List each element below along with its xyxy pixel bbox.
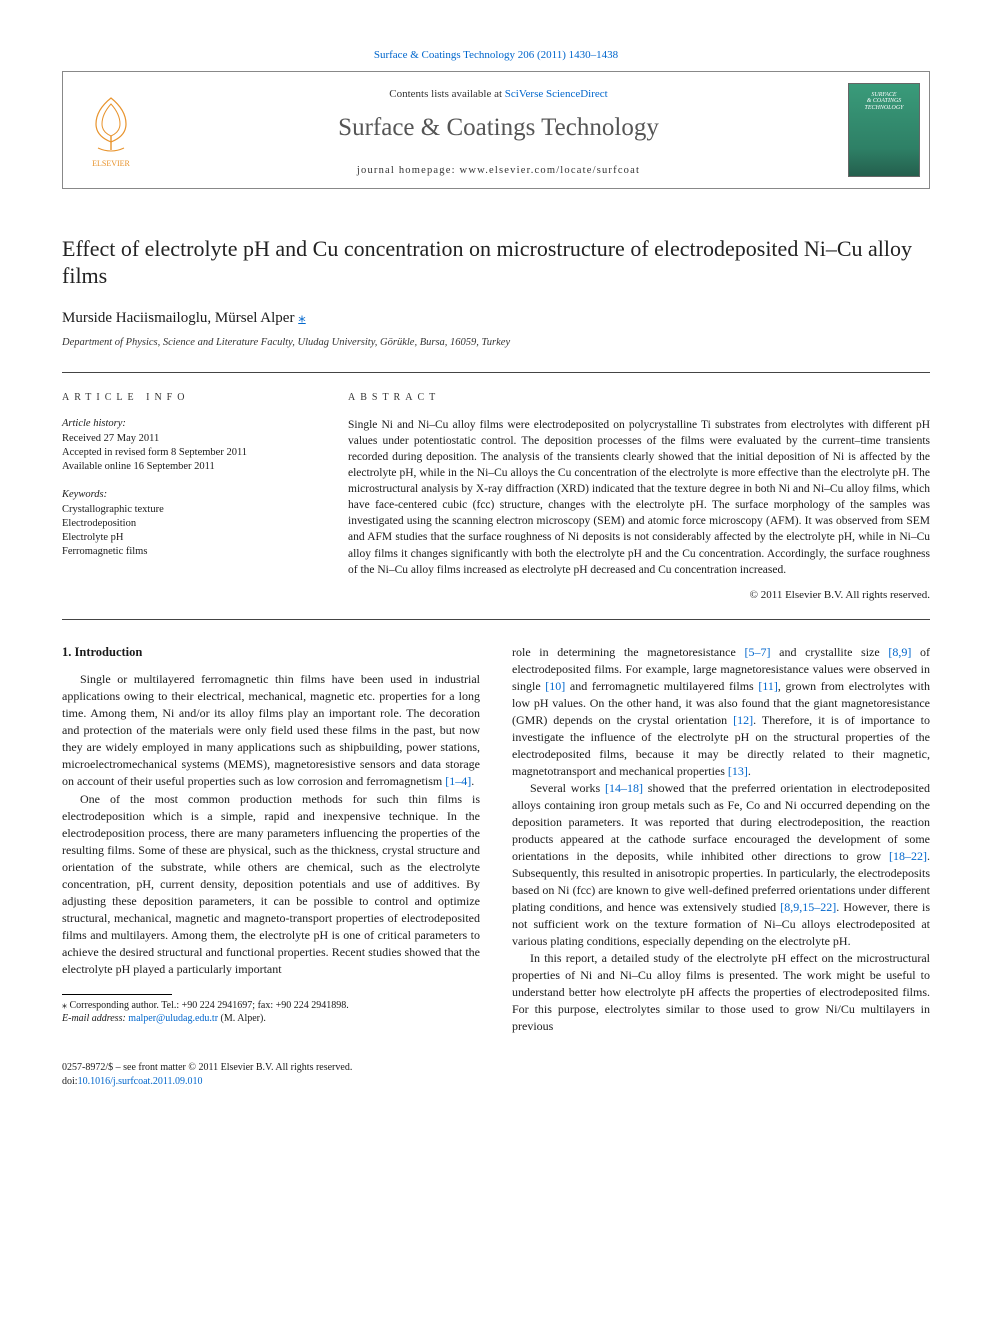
body-p3d: and ferromagnetic multilayered films	[565, 679, 758, 693]
journal-header-center: Contents lists available at SciVerse Sci…	[158, 72, 839, 188]
corresponding-author-mark[interactable]: ⁎	[298, 310, 306, 326]
doi-label: doi:	[62, 1076, 78, 1087]
author-list: Murside Haciismailoglu, Mürsel Alper ⁎	[62, 308, 930, 328]
footnote-email-link[interactable]: malper@uludag.edu.tr	[128, 1013, 218, 1024]
abstract-copyright: © 2011 Elsevier B.V. All rights reserved…	[348, 588, 930, 603]
article-meta-row: ARTICLE INFO Article history: Received 2…	[62, 372, 930, 602]
citation-11[interactable]: [11]	[758, 679, 778, 693]
keyword-1: Crystallographic texture	[62, 503, 312, 517]
cover-line-2: & COATINGS	[867, 98, 902, 105]
keyword-4: Ferromagnetic films	[62, 545, 312, 559]
citation-13[interactable]: [13]	[728, 764, 748, 778]
footnote-email-label: E-mail address:	[62, 1013, 128, 1024]
body-p1b: .	[471, 774, 474, 788]
svg-text:ELSEVIER: ELSEVIER	[92, 159, 130, 168]
citation-8-9[interactable]: [8,9]	[888, 645, 911, 659]
body-para-1: Single or multilayered ferromagnetic thi…	[62, 671, 480, 790]
body-para-5: In this report, a detailed study of the …	[512, 950, 930, 1035]
citation-1-4[interactable]: [1–4]	[445, 774, 471, 788]
received-date: Received 27 May 2011	[62, 432, 312, 446]
footnote-rule	[62, 994, 172, 995]
keyword-2: Electrodeposition	[62, 517, 312, 531]
journal-header-box: ELSEVIER Contents lists available at Sci…	[62, 71, 930, 189]
body-para-2: One of the most common production method…	[62, 791, 480, 978]
footnote-line1a: ⁎ Corresponding author. Tel.:	[62, 1000, 182, 1011]
affiliation: Department of Physics, Science and Liter…	[62, 336, 930, 350]
article-info-block: ARTICLE INFO Article history: Received 2…	[62, 372, 312, 602]
body-p4a: Several works	[530, 781, 605, 795]
header-citation[interactable]: Surface & Coatings Technology 206 (2011)…	[62, 48, 930, 63]
body-columns: 1. Introduction Single or multilayered f…	[62, 644, 930, 1036]
keywords-label: Keywords:	[62, 488, 312, 502]
revised-date: Accepted in revised form 8 September 201…	[62, 446, 312, 460]
journal-cover-thumb-slot: SURFACE & COATINGS TECHNOLOGY	[839, 72, 929, 188]
body-p1a: Single or multilayered ferromagnetic thi…	[62, 672, 480, 788]
journal-homepage: journal homepage: www.elsevier.com/locat…	[357, 164, 640, 178]
journal-cover-thumb: SURFACE & COATINGS TECHNOLOGY	[848, 83, 920, 177]
citation-8-9-15-22[interactable]: [8,9,15–22]	[780, 900, 836, 914]
citation-14-18[interactable]: [14–18]	[605, 781, 643, 795]
issn-doi-block: 0257-8972/$ – see front matter © 2011 El…	[62, 1061, 930, 1088]
front-matter-line: 0257-8972/$ – see front matter © 2011 El…	[62, 1061, 930, 1075]
body-para-4: Several works [14–18] showed that the pr…	[512, 780, 930, 950]
keyword-3: Electrolyte pH	[62, 531, 312, 545]
online-date: Available online 16 September 2011	[62, 460, 312, 474]
cover-line-1: SURFACE	[871, 92, 896, 99]
abstract-heading: ABSTRACT	[348, 391, 930, 405]
footnote-email-tail: (M. Alper).	[218, 1013, 266, 1024]
publisher-logo-slot: ELSEVIER	[63, 72, 158, 188]
doi-link[interactable]: 10.1016/j.surfcoat.2011.09.010	[78, 1076, 203, 1087]
citation-5-7[interactable]: [5–7]	[744, 645, 770, 659]
citation-10[interactable]: [10]	[545, 679, 565, 693]
body-p3g: .	[748, 764, 751, 778]
abstract-block: ABSTRACT Single Ni and Ni–Cu alloy films…	[348, 372, 930, 602]
elsevier-tree-icon: ELSEVIER	[76, 90, 146, 170]
paper-page: Surface & Coatings Technology 206 (2011)…	[0, 0, 992, 1128]
body-p3b: and crystallite size	[770, 645, 888, 659]
article-title: Effect of electrolyte pH and Cu concentr…	[62, 235, 930, 290]
citation-18-22[interactable]: [18–22]	[889, 849, 927, 863]
cover-line-3: TECHNOLOGY	[864, 105, 903, 112]
section-divider	[62, 619, 930, 620]
contents-available-line: Contents lists available at SciVerse Sci…	[389, 87, 607, 102]
footnote-block: ⁎ Corresponding author. Tel.: +90 224 29…	[62, 994, 480, 1026]
sciencedirect-link[interactable]: SciVerse ScienceDirect	[505, 88, 608, 100]
author-names: Murside Haciismailoglu, Mürsel Alper	[62, 310, 298, 326]
corresponding-footnote: ⁎ Corresponding author. Tel.: +90 224 29…	[62, 999, 480, 1026]
body-para-3: role in determining the magnetoresistanc…	[512, 644, 930, 780]
article-info-heading: ARTICLE INFO	[62, 391, 312, 405]
body-p3a: role in determining the magnetoresistanc…	[512, 645, 744, 659]
contents-prefix: Contents lists available at	[389, 88, 504, 100]
footnote-line1b: +90 224 2941697; fax: +90 224 2941898.	[182, 1000, 349, 1011]
journal-title: Surface & Coatings Technology	[338, 111, 659, 145]
section-heading-intro: 1. Introduction	[62, 644, 480, 662]
article-history-label: Article history:	[62, 417, 312, 431]
citation-12[interactable]: [12]	[733, 713, 753, 727]
abstract-text: Single Ni and Ni–Cu alloy films were ele…	[348, 417, 930, 578]
